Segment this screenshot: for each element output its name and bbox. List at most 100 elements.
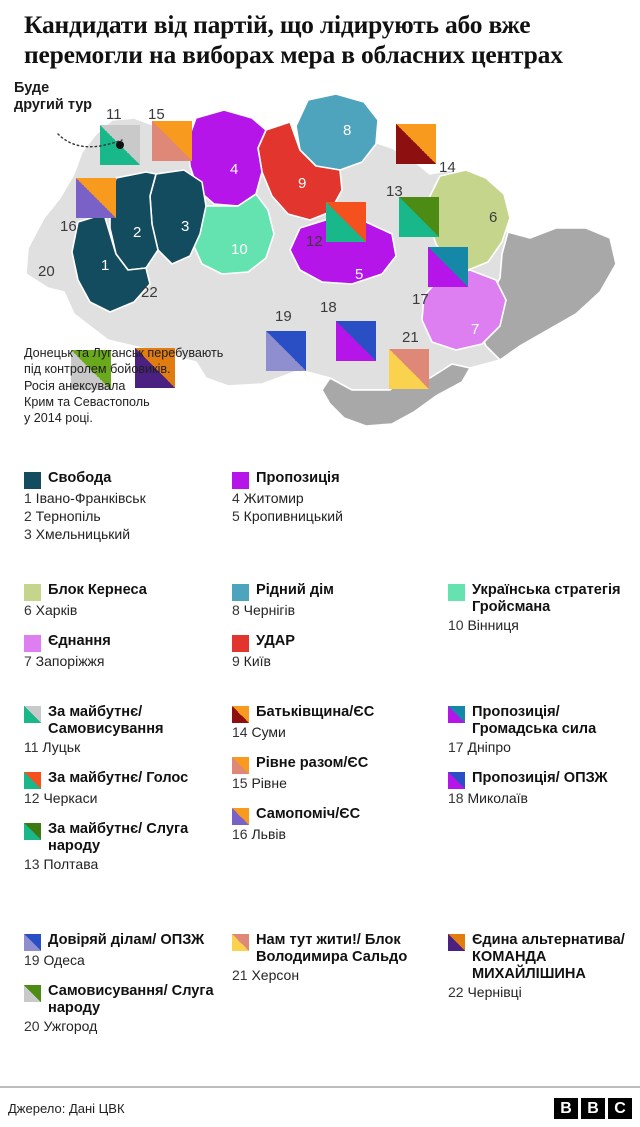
party-name: Самопоміч/ЄС [256, 806, 361, 823]
bbc-letter-b2: B [581, 1098, 605, 1119]
legend-item[interactable]: Блок Кернеса 6 Харків [24, 582, 224, 619]
legend-city-name: Івано-Франківськ [31, 490, 146, 506]
legend-item[interactable]: Українська стратегія Гройсмана 10 Вінниця [448, 582, 633, 634]
legend-color-swatch [232, 584, 249, 601]
legend-item[interactable]: Єдина альтернатива/ КОМАНДА МИХАЙЛІШИНА 2… [448, 932, 633, 1001]
legend-column: Українська стратегія Гройсмана 10 Вінниця [448, 582, 633, 634]
map-swatch-sw-19 [266, 331, 306, 371]
legend-city-name: Вінниця [463, 616, 519, 633]
legend-color-swatch [24, 771, 41, 789]
map-number-15: 15 [148, 106, 165, 123]
map-swatch-sw-13 [399, 197, 439, 237]
party-name: Українська стратегія Гройсмана [472, 582, 621, 615]
legend-city-entry: 6 Харків [24, 602, 224, 619]
legend-color-swatch [232, 757, 249, 775]
map-number-3: 3 [181, 218, 190, 235]
legend-column: Пропозиція 4 Житомир 5 Кропивницький [232, 470, 432, 525]
legend-city-entry: 18 Миколаїв [448, 790, 633, 807]
legend-city-number: 17 [448, 738, 464, 755]
legend-city-entry: 4 Житомир [232, 490, 432, 507]
party-name: Пропозиція/ Громадська сила [472, 704, 597, 737]
legend-color-swatch [24, 584, 41, 601]
legend-city-name: Черкаси [39, 789, 98, 806]
legend-city-name: Херсон [247, 966, 300, 983]
legend-column: Блок Кернеса 6 Харків Єднання 7 Запоріжжя [24, 582, 224, 670]
legend-city-entry: 22 Чернівці [448, 984, 633, 1001]
map-number-18: 18 [320, 299, 337, 316]
legend-city-number: 7 [24, 653, 32, 670]
legend-item[interactable]: Довіряй ділам/ ОПЗЖ 19 Одеса [24, 932, 224, 969]
legend-color-swatch [448, 934, 465, 951]
bbc-letter-c: C [608, 1098, 632, 1119]
legend-color-swatch [24, 823, 41, 840]
legend-city-entry: 3 Хмельницький [24, 526, 224, 543]
legend-city-entry: 1 Івано-Франківськ [24, 490, 224, 507]
legend-item[interactable]: Самопоміч/ЄС 16 Львів [232, 806, 432, 843]
legend-city-entry: 10 Вінниця [448, 617, 633, 634]
legend-city-number: 11 [24, 738, 39, 755]
region-8-chernihiv [295, 93, 379, 171]
footer-divider [0, 1086, 640, 1088]
legend-city-number: 1 [24, 490, 32, 506]
legend-city-entry: 7 Запоріжжя [24, 653, 224, 670]
legend-city-name: Хмельницький [31, 526, 131, 543]
legend-item[interactable]: Пропозиція 4 Житомир 5 Кропивницький [232, 470, 432, 525]
map-swatch-sw-16 [76, 178, 116, 218]
legend-item[interactable]: Рівне разом/ЄС 15 Рівне [232, 755, 432, 792]
region-1-ivano-frankivsk [71, 213, 151, 313]
bbc-letter-b1: B [554, 1098, 578, 1119]
legend-color-swatch [448, 706, 465, 723]
legend-city-name: Львів [247, 826, 286, 843]
legend-city-number: 22 [448, 983, 464, 1000]
legend-city-name: Запоріжжя [31, 653, 105, 670]
legend-city-number: 15 [232, 775, 248, 792]
party-name: За майбутнє/ Голос [48, 769, 189, 786]
map-footnote: Донецьк та Луганськ перебувають під контр… [24, 346, 224, 426]
legend-city-number: 5 [232, 508, 240, 525]
map-number-16: 16 [60, 218, 77, 235]
legend-item[interactable]: Самовисування/ Слуга народу 20 Ужгород [24, 983, 224, 1035]
party-name: Єдина альтернатива/ КОМАНДА МИХАЙЛІШИНА [472, 932, 625, 982]
legend-item[interactable]: УДАР 9 Київ [232, 633, 432, 670]
legend-item[interactable]: Нам тут жити!/ Блок Володимира Сальдо 21 … [232, 932, 432, 984]
map-number-21: 21 [402, 329, 419, 346]
legend-city-number: 16 [232, 826, 248, 843]
legend-column: Свобода 1 Івано-Франківськ 2 Тернопіль 3 Хм… [24, 470, 224, 543]
legend-column: Довіряй ділам/ ОПЗЖ 19 Одеса Самовисування… [24, 932, 224, 1035]
legend-item[interactable]: За майбутнє/ Самовисування 11 Луцьк [24, 704, 224, 756]
map-swatch-sw-11 [100, 125, 140, 165]
map-number-20: 20 [38, 263, 55, 280]
legend-city-number: 19 [24, 952, 40, 968]
map-swatch-sw-22 [135, 348, 175, 388]
legend-column: Пропозиція/ Громадська сила 17 Дніпро Проп… [448, 704, 633, 807]
map-swatch-sw-14 [396, 124, 436, 164]
map-number-5: 5 [355, 266, 364, 283]
map-swatch-sw-21 [389, 349, 429, 389]
map-number-11: 11 [106, 106, 122, 123]
map-number-1: 1 [101, 257, 110, 274]
legend-item[interactable]: Пропозиція/ Громадська сила 17 Дніпро [448, 704, 633, 756]
legend-city-name: Одеса [39, 952, 85, 968]
legend-city-entry: 13 Полтава [24, 856, 224, 873]
legend-city-name: Харків [31, 602, 78, 618]
legend-city-entry: 9 Київ [232, 653, 432, 670]
legend-city-name: Чернігів [239, 602, 296, 618]
legend-column: Нам тут жити!/ Блок Володимира Сальдо 21 … [232, 932, 432, 984]
legend-item[interactable]: За майбутнє/ Голос 12 Черкаси [24, 770, 224, 807]
legend-item[interactable]: Батьківщина/ЄС 14 Суми [232, 704, 432, 741]
legend-item[interactable]: За майбутнє/ Слуга народу 13 Полтава [24, 821, 224, 873]
legend-item[interactable]: Єднання 7 Запоріжжя [24, 633, 224, 670]
legend-city-name: Житомир [239, 490, 304, 506]
legend-color-swatch [232, 706, 249, 723]
legend-city-number: 6 [24, 602, 32, 618]
map-number-13: 13 [386, 183, 403, 200]
legend-color-swatch [24, 934, 41, 951]
legend-item[interactable]: Рідний дім 8 Чернігів [232, 582, 432, 619]
legend-item[interactable]: Пропозиція/ ОПЗЖ 18 Миколаїв [448, 770, 633, 807]
legend-column: Єдина альтернатива/ КОМАНДА МИХАЙЛІШИНА 2… [448, 932, 633, 1001]
legend-item[interactable]: Свобода 1 Івано-Франківськ 2 Тернопіль 3 Хм… [24, 470, 224, 543]
map-swatch-sw-17 [428, 247, 468, 287]
party-name: Батьківщина/ЄС [256, 704, 375, 720]
legend-city-entry: 21 Херсон [232, 967, 432, 984]
